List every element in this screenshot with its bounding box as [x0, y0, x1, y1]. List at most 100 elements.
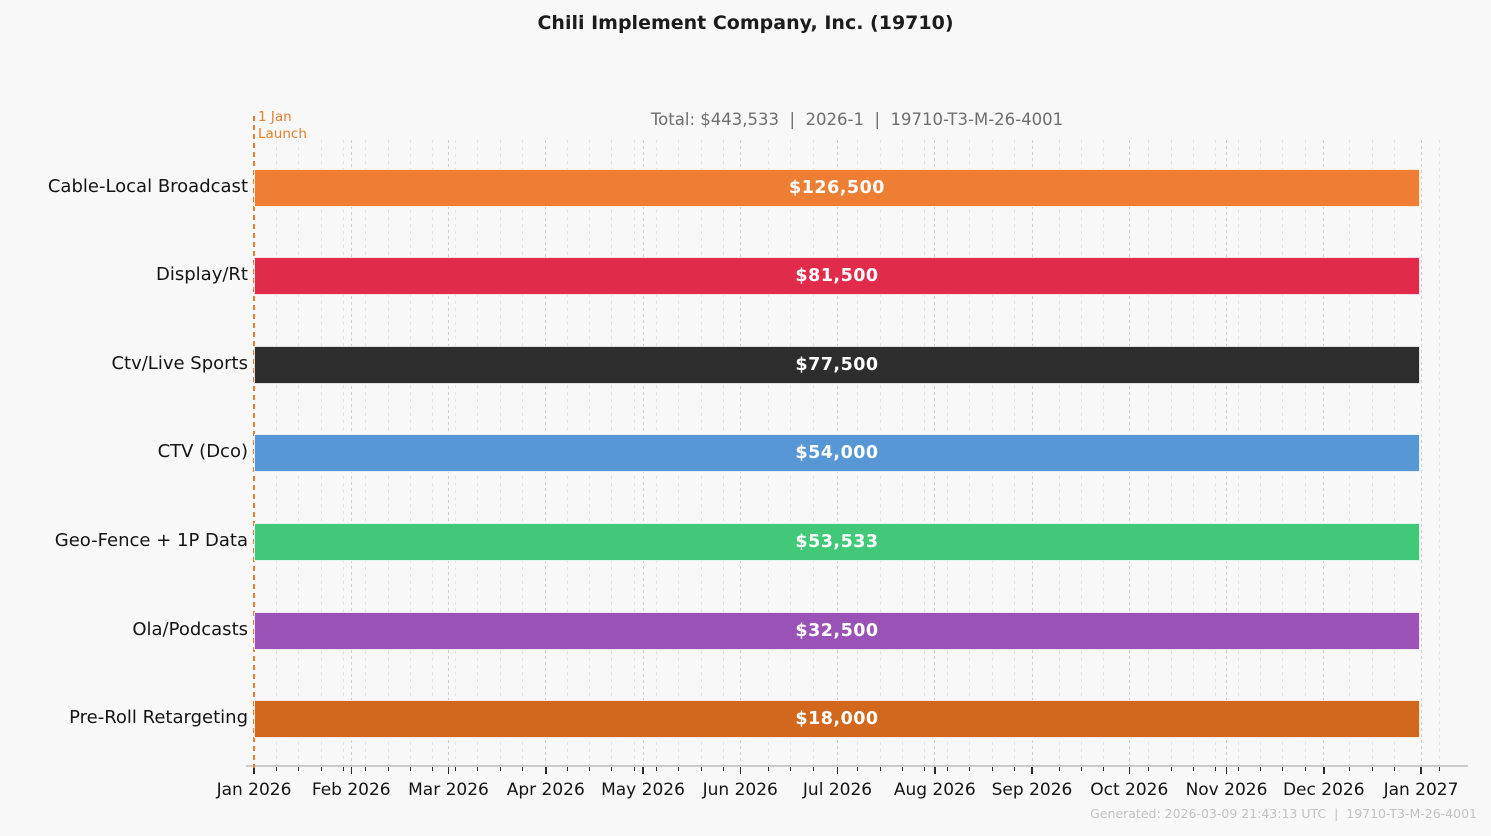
x-axis-label: Feb 2026: [311, 780, 391, 800]
axis-tick-minor: [991, 767, 993, 771]
axis-tick-minor: [857, 767, 859, 771]
axis-tick-major: [642, 767, 644, 774]
axis-tick-major: [1031, 767, 1033, 774]
axis-tick-minor: [410, 767, 412, 771]
axis-tick-minor: [320, 767, 322, 771]
category-label: CTV (Dco): [157, 441, 248, 463]
launch-annotation: 1 Jan Launch: [258, 109, 307, 143]
x-axis-label: Aug 2026: [893, 780, 976, 800]
axis-tick-minor: [298, 767, 300, 771]
axis-tick-minor: [365, 767, 367, 771]
axis-tick-minor: [656, 767, 658, 771]
category-label: Ola/Podcasts: [132, 618, 248, 640]
launch-annotation-date: 1 Jan: [258, 109, 292, 125]
axis-tick-minor: [566, 767, 568, 771]
axis-tick-major: [1225, 767, 1228, 774]
axis-tick-minor: [633, 767, 635, 771]
gridline-minor: [1438, 140, 1440, 765]
axis-tick-minor: [521, 767, 523, 771]
axis-tick-minor: [902, 767, 904, 771]
axis-tick-major: [350, 767, 352, 774]
axis-tick-minor: [1058, 767, 1060, 771]
category-label: Pre-Roll Retargeting: [69, 707, 248, 729]
category-label: Display/Rt: [156, 264, 248, 286]
launch-annotation-label: Launch: [258, 126, 307, 142]
flight-bar: $126,500: [254, 168, 1420, 207]
axis-tick-minor: [1237, 767, 1239, 771]
axis-tick-minor: [767, 767, 769, 771]
flight-bar: $81,500: [254, 257, 1420, 296]
axis-tick-minor: [1304, 767, 1306, 771]
axis-tick-minor: [477, 767, 479, 771]
chart-title: Chili Implement Company, Inc. (19710): [537, 12, 954, 34]
bar-value-label: $126,500: [789, 177, 885, 198]
bar-value-label: $77,500: [795, 354, 879, 375]
x-axis-label: Jul 2026: [802, 780, 873, 800]
axis-tick-minor: [1215, 767, 1217, 771]
axis-tick-minor: [1170, 767, 1172, 771]
axis-tick-minor: [790, 767, 792, 771]
generated-footer: Generated: 2026-03-09 21:43:13 UTC | 197…: [1090, 806, 1477, 821]
axis-tick-minor: [1259, 767, 1261, 771]
flight-bar: $54,000: [254, 434, 1420, 473]
x-axis-label: Jan 2027: [1383, 780, 1459, 800]
axis-tick-minor: [387, 767, 389, 771]
category-label: Ctv/Live Sports: [111, 352, 248, 374]
axis-tick-minor: [1013, 767, 1015, 771]
axis-tick-major: [934, 767, 936, 774]
axis-tick-major: [545, 767, 547, 774]
bar-value-label: $54,000: [795, 443, 879, 464]
axis-tick-minor: [499, 767, 501, 771]
x-axis-label: Jan 2026: [216, 780, 292, 800]
bar-value-label: $32,500: [795, 620, 879, 641]
axis-tick-major: [1323, 767, 1325, 774]
axis-tick-minor: [1371, 767, 1373, 771]
bar-value-label: $53,533: [795, 531, 879, 552]
axis-tick-minor: [1349, 767, 1351, 771]
category-label: Cable-Local Broadcast: [47, 175, 248, 197]
axis-tick-minor: [342, 767, 344, 771]
axis-tick-major: [447, 767, 450, 774]
axis-tick-minor: [1192, 767, 1194, 771]
x-axis-label: May 2026: [601, 780, 685, 800]
axis-tick-minor: [1394, 767, 1396, 771]
chart-subtitle: Total: $443,533 | 2026-1 | 19710-T3-M-26…: [650, 110, 1064, 129]
axis-tick-major: [1420, 767, 1422, 774]
axis-tick-minor: [1081, 767, 1083, 771]
axis-tick-minor: [454, 767, 456, 771]
x-axis-label: Oct 2026: [1090, 780, 1169, 800]
bar-value-label: $81,500: [795, 266, 879, 287]
axis-tick-minor: [1148, 767, 1150, 771]
axis-tick-minor: [879, 767, 881, 771]
flight-bar: $18,000: [254, 700, 1420, 739]
axis-tick-minor: [678, 767, 680, 771]
axis-tick-minor: [275, 767, 277, 771]
x-axis-label: Sep 2026: [991, 780, 1073, 800]
axis-tick-minor: [611, 767, 613, 771]
category-label: Geo-Fence + 1P Data: [54, 529, 248, 551]
axis-tick-minor: [946, 767, 948, 771]
axis-tick-minor: [969, 767, 971, 771]
axis-tick-minor: [1438, 767, 1440, 771]
x-axis-label: Mar 2026: [408, 780, 489, 800]
x-axis-line: [246, 765, 1468, 767]
x-axis-label: Dec 2026: [1282, 780, 1365, 800]
axis-tick-minor: [924, 767, 926, 771]
x-axis-label: Nov 2026: [1185, 780, 1268, 800]
bar-value-label: $18,000: [795, 709, 879, 730]
flight-bar: $53,533: [254, 522, 1420, 561]
axis-tick-minor: [1282, 767, 1284, 771]
axis-tick-minor: [588, 767, 590, 771]
axis-tick-minor: [812, 767, 814, 771]
axis-tick-minor: [1103, 767, 1105, 771]
axis-tick-major: [836, 767, 839, 774]
axis-tick-major: [739, 767, 741, 774]
axis-tick-minor: [432, 767, 434, 771]
gridline-major: [1420, 140, 1422, 765]
axis-tick-major: [1128, 767, 1130, 774]
x-axis-label: Apr 2026: [506, 780, 585, 800]
axis-tick-minor: [723, 767, 725, 771]
axis-tick-minor: [700, 767, 702, 771]
